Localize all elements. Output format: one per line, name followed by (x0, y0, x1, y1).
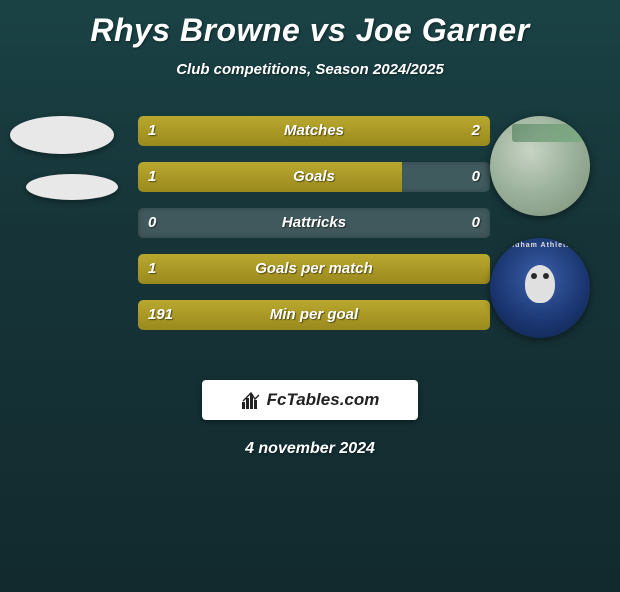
stat-value-left: 1 (148, 116, 156, 146)
right-club-badge: Oldham Athletic (490, 238, 590, 338)
stat-row: 1Goals per match (138, 254, 490, 284)
stat-label: Hattricks (138, 208, 490, 238)
club-badge-text: Oldham Athletic (490, 242, 590, 249)
page-subtitle: Club competitions, Season 2024/2025 (0, 61, 620, 78)
bars-icon (241, 390, 261, 410)
brand-label: FcTables.com (267, 390, 380, 410)
stat-value-left: 0 (148, 208, 156, 238)
date-label: 4 november 2024 (0, 440, 620, 458)
stat-value-right: 0 (472, 162, 480, 192)
right-player-avatar (490, 116, 590, 216)
stat-row: 12Matches (138, 116, 490, 146)
comparison-panel: 12Matches10Goals00Hattricks1Goals per ma… (0, 116, 620, 376)
stat-value-left: 191 (148, 300, 173, 330)
bar-fill-left (138, 300, 490, 330)
stat-row: 0 0Hattricks (138, 208, 490, 238)
stat-value-right: 2 (472, 116, 480, 146)
bar-fill-left (138, 254, 490, 284)
bar-fill-right (279, 116, 490, 146)
owl-icon (513, 261, 567, 315)
bar-fill-left (138, 162, 402, 192)
stat-row: 10Goals (138, 162, 490, 192)
bar-fill-left (138, 116, 279, 146)
page-title: Rhys Browne vs Joe Garner (0, 12, 620, 49)
stat-value-left: 1 (148, 254, 156, 284)
stat-row: 191Min per goal (138, 300, 490, 330)
left-player-avatar (10, 116, 114, 154)
stat-value-right: 0 (472, 208, 480, 238)
right-player-column: Oldham Athletic (490, 116, 600, 338)
brand-box[interactable]: FcTables.com (202, 380, 418, 420)
stat-bars: 12Matches10Goals00Hattricks1Goals per ma… (138, 116, 490, 346)
left-player-column (6, 116, 126, 200)
stat-value-left: 1 (148, 162, 156, 192)
left-club-badge (26, 174, 118, 200)
